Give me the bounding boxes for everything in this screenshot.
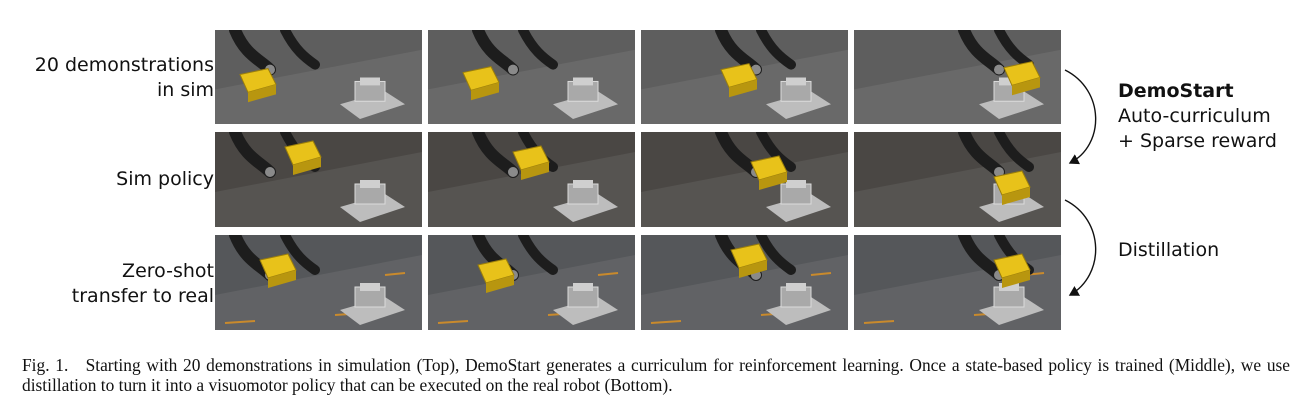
- row-label-line: Zero-shot: [122, 260, 214, 282]
- robot-frame: [854, 235, 1061, 330]
- robot-frame: [215, 235, 422, 330]
- method-line-1: Auto-curriculum: [1118, 105, 1271, 127]
- robot-frame: [215, 132, 422, 227]
- yellow-cube: [750, 155, 788, 190]
- robot-frame: [641, 235, 848, 330]
- row-label-demonstrations: 20 demonstrations in sim: [35, 53, 214, 103]
- demostart-label: DemoStart Auto-curriculum + Sparse rewar…: [1118, 79, 1277, 154]
- figure-1: 20 demonstrations in sim Sim policy Zero…: [35, 30, 1277, 330]
- yellow-cube: [720, 63, 758, 98]
- flow-arrows: [1064, 69, 1097, 296]
- row-label-line: 20 demonstrations: [34, 54, 214, 76]
- robot-frame: [215, 30, 422, 124]
- arrow-distillation: [1064, 199, 1097, 296]
- method-line-2: + Sparse reward: [1118, 130, 1277, 152]
- yellow-cube: [462, 66, 500, 101]
- row-label-line: in sim: [156, 79, 214, 101]
- yellow-cube: [284, 140, 322, 175]
- yellow-cube: [993, 170, 1031, 205]
- caption-label: Fig. 1.: [22, 355, 69, 375]
- figure-caption: Fig. 1. Starting with 20 demonstrations …: [22, 355, 1290, 395]
- yellow-cube: [993, 253, 1031, 288]
- yellow-cube: [259, 253, 297, 288]
- row-label-sim-policy: Sim policy: [116, 167, 214, 192]
- robot-frame: [641, 30, 848, 124]
- yellow-cube: [1003, 61, 1041, 96]
- robot-frame: [428, 235, 635, 330]
- row-label-line: transfer to real: [71, 285, 214, 307]
- arrow-demostart: [1064, 69, 1097, 165]
- robot-frame: [641, 132, 848, 227]
- caption-text: Starting with 20 demonstrations in simul…: [22, 355, 1291, 395]
- robot-frame: [428, 30, 635, 124]
- robot-frame: [854, 132, 1061, 227]
- yellow-cube: [512, 145, 550, 180]
- robot-frame: [428, 132, 635, 227]
- yellow-cube: [477, 258, 515, 293]
- row-label-zero-shot: Zero-shot transfer to real: [72, 259, 214, 309]
- yellow-cube: [239, 68, 277, 103]
- row-label-line: Sim policy: [116, 168, 214, 190]
- yellow-cube: [730, 243, 768, 278]
- method-name: DemoStart: [1118, 80, 1234, 102]
- robot-frame: [854, 30, 1061, 124]
- distillation-label: Distillation: [1118, 239, 1220, 261]
